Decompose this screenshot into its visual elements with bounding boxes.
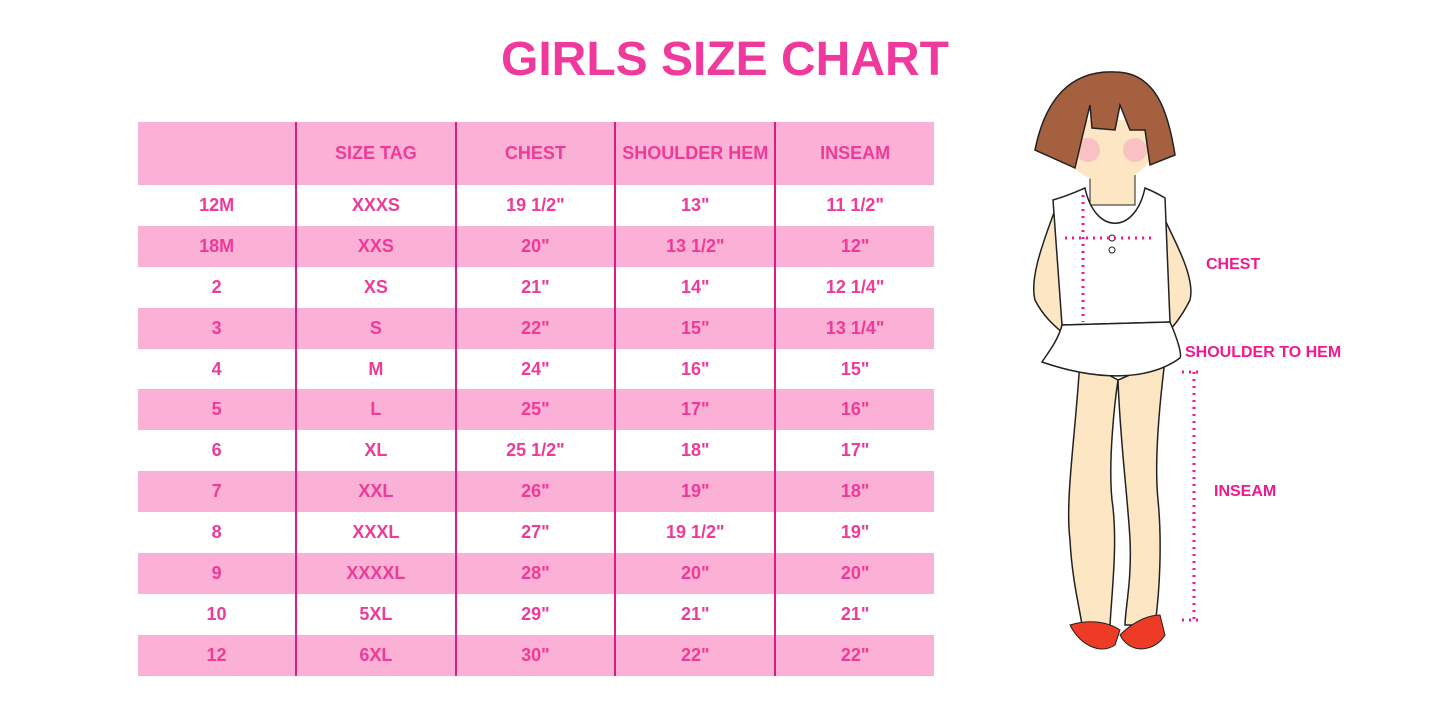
table-row: 8 XXXL 27" 19 1/2" 19"	[138, 512, 934, 554]
table-cell: 12"	[774, 225, 934, 267]
table-cell: 6XL	[295, 634, 456, 676]
table-cell: 13 1/2"	[614, 225, 776, 267]
table-cell: XS	[295, 266, 456, 308]
table-cell: XL	[295, 430, 456, 472]
table-cell: 15"	[774, 348, 934, 390]
table-cell: 27"	[454, 512, 616, 554]
table-cell: 18"	[774, 471, 934, 513]
header-cell: CHEST	[454, 122, 616, 185]
shoulder-to-hem-label: SHOULDER TO HEM	[1185, 344, 1342, 361]
table-row: 7 XXL 26" 19" 18"	[138, 471, 934, 513]
girl-figure-icon	[1032, 71, 1200, 650]
table-cell: 20"	[614, 553, 776, 594]
table-cell: 19 1/2"	[614, 512, 776, 554]
header-cell: INSEAM	[774, 122, 934, 185]
table-cell: 25"	[454, 389, 616, 431]
table-cell: 29"	[454, 593, 616, 635]
table-cell: 3	[138, 307, 297, 349]
table-cell: XXXS	[295, 185, 456, 226]
table-cell: 30"	[454, 634, 616, 676]
table-cell: XXL	[295, 471, 456, 513]
chest-label: CHEST	[1206, 256, 1261, 273]
table-cell: 19"	[774, 512, 934, 554]
table-cell: 21"	[454, 266, 616, 308]
table-row: 3 S 22" 15" 13 1/4"	[138, 307, 934, 349]
table-cell: 20"	[454, 225, 616, 267]
table-cell: 16"	[774, 389, 934, 431]
table-cell: 17"	[774, 430, 934, 472]
table-cell: 16"	[614, 348, 776, 390]
table-cell: 12	[138, 634, 297, 676]
table-cell: 22"	[614, 634, 776, 676]
table-cell: M	[295, 348, 456, 390]
table-cell: 13"	[614, 185, 776, 226]
table-cell: 26"	[454, 471, 616, 513]
table-cell: 13 1/4"	[774, 307, 934, 349]
header-cell: SIZE TAG	[295, 122, 456, 185]
table-cell: 20"	[774, 553, 934, 594]
table-row: 6 XL 25 1/2" 18" 17"	[138, 430, 934, 472]
girl-illustration	[1020, 60, 1380, 665]
table-cell: 14"	[614, 266, 776, 308]
table-row: 18M XXS 20" 13 1/2" 12"	[138, 225, 934, 267]
table-cell: XXXL	[295, 512, 456, 554]
table-row: 12M XXXS 19 1/2" 13" 11 1/2"	[138, 185, 934, 226]
table-cell: 22"	[774, 634, 934, 676]
table-cell: 11 1/2"	[774, 185, 934, 226]
table-cell: 5	[138, 389, 297, 431]
table-cell: XXS	[295, 225, 456, 267]
table-cell: 4	[211, 358, 222, 379]
table-cell: 2	[211, 276, 222, 297]
table-row: 12 6XL 30" 22" 22"	[138, 634, 934, 676]
table-cell: 18"	[614, 430, 776, 472]
table-cell: 22"	[454, 307, 616, 349]
table-cell: 12 1/4"	[774, 266, 934, 308]
table-cell: 19"	[614, 471, 776, 513]
page-title: GIRLS SIZE CHART	[500, 33, 949, 86]
table-row: 5 L 25" 17" 16"	[138, 389, 934, 431]
table-cell: 17"	[614, 389, 776, 431]
table-cell: 19 1/2"	[454, 185, 616, 226]
header-cell: SHOULDER HEM	[614, 122, 776, 185]
table-row: 2 XS 21" 14" 12 1/4"	[138, 266, 934, 308]
header-cell	[138, 122, 297, 185]
table-header-row: SIZE TAG CHEST SHOULDER HEM INSEAM	[138, 122, 934, 185]
table-cell: S	[295, 307, 456, 349]
table-cell: 21"	[614, 593, 776, 635]
table-cell: 9	[138, 553, 297, 594]
inseam-label: INSEAM	[1214, 483, 1277, 500]
table-cell: 7	[138, 471, 297, 513]
table-row: 9 XXXXL 28" 20" 20"	[138, 553, 934, 594]
table-cell: L	[295, 389, 456, 431]
table-cell: 6	[211, 440, 222, 461]
table-cell: 28"	[454, 553, 616, 594]
table-cell: 24"	[454, 348, 616, 390]
table-cell: 25 1/2"	[454, 430, 616, 472]
size-chart-table: SIZE TAG CHEST SHOULDER HEM INSEAM 12M XX…	[138, 122, 934, 676]
table-cell: 8	[211, 522, 222, 543]
table-cell: 10	[206, 603, 227, 624]
table-row: 4 M 24" 16" 15"	[138, 348, 934, 390]
table-cell: 15"	[614, 307, 776, 349]
table-cell: 21"	[774, 593, 934, 635]
table-row: 10 5XL 29" 21" 21"	[138, 593, 934, 635]
table-cell: 18M	[138, 225, 297, 267]
table-cell: 5XL	[295, 593, 456, 635]
table-cell: 12M	[199, 194, 235, 215]
table-cell: XXXXL	[295, 553, 456, 594]
